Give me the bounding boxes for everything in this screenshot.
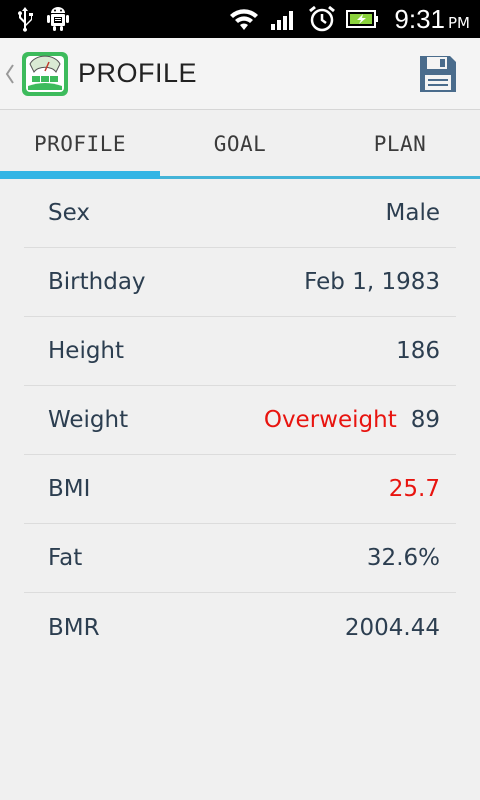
fat-value: 32.6% [366, 545, 440, 571]
clock-time: 9:31 [394, 3, 445, 34]
weight-value: 89 [410, 407, 440, 433]
row-birthday[interactable]: Birthday Feb 1, 1983 [24, 248, 456, 317]
profile-list: Sex Male Birthday Feb 1, 1983 Height 186… [24, 179, 456, 662]
floppy-disk-icon [420, 56, 456, 92]
row-fat[interactable]: Fat 32.6% [24, 524, 456, 593]
status-bar-left [14, 6, 70, 32]
tab-bar: PROFILE GOAL PLAN [0, 111, 480, 179]
fat-label: Fat [48, 545, 83, 571]
row-bmi: BMI 25.7 [24, 455, 456, 524]
bmi-label: BMI [48, 476, 91, 502]
bmr-label: BMR [48, 614, 100, 641]
alarm-icon [308, 5, 336, 32]
android-debug-icon [46, 6, 70, 32]
sex-value: Male [385, 200, 440, 226]
clock: 9:31 PM [390, 4, 470, 35]
usb-icon [14, 6, 36, 32]
clock-ampm: PM [448, 13, 470, 32]
birthday-label: Birthday [48, 269, 146, 295]
status-bar: 9:31 PM [0, 0, 480, 38]
birthday-value: Feb 1, 1983 [304, 269, 440, 295]
page-title: PROFILE [78, 58, 198, 88]
tab-goal[interactable]: GOAL [213, 131, 267, 156]
row-height[interactable]: Height 186 [24, 317, 456, 386]
height-value: 186 [396, 338, 440, 364]
height-label: Height [48, 338, 125, 364]
tab-profile[interactable]: PROFILE [0, 111, 160, 179]
wifi-icon [228, 6, 260, 32]
sex-label: Sex [48, 200, 90, 226]
tab-plan[interactable]: PLAN [373, 131, 427, 156]
status-bar-right: 9:31 PM [228, 4, 470, 35]
row-bmr: BMR 2004.44 [24, 593, 456, 662]
bmr-value: 2004.44 [344, 614, 440, 641]
row-weight[interactable]: Weight Overweight 89 [24, 386, 456, 455]
weight-value-group: Overweight 89 [264, 407, 440, 433]
up-chevron-icon[interactable] [2, 38, 18, 110]
weight-status-badge: Overweight [263, 407, 397, 433]
save-button[interactable] [418, 54, 458, 94]
bmi-value: 25.7 [388, 476, 440, 502]
weight-label: Weight [48, 407, 129, 433]
action-bar: PROFILE [0, 38, 480, 110]
battery-charging-icon [346, 6, 380, 32]
row-sex[interactable]: Sex Male [24, 179, 456, 248]
signal-icon [270, 6, 298, 32]
scale-icon[interactable] [20, 50, 70, 98]
